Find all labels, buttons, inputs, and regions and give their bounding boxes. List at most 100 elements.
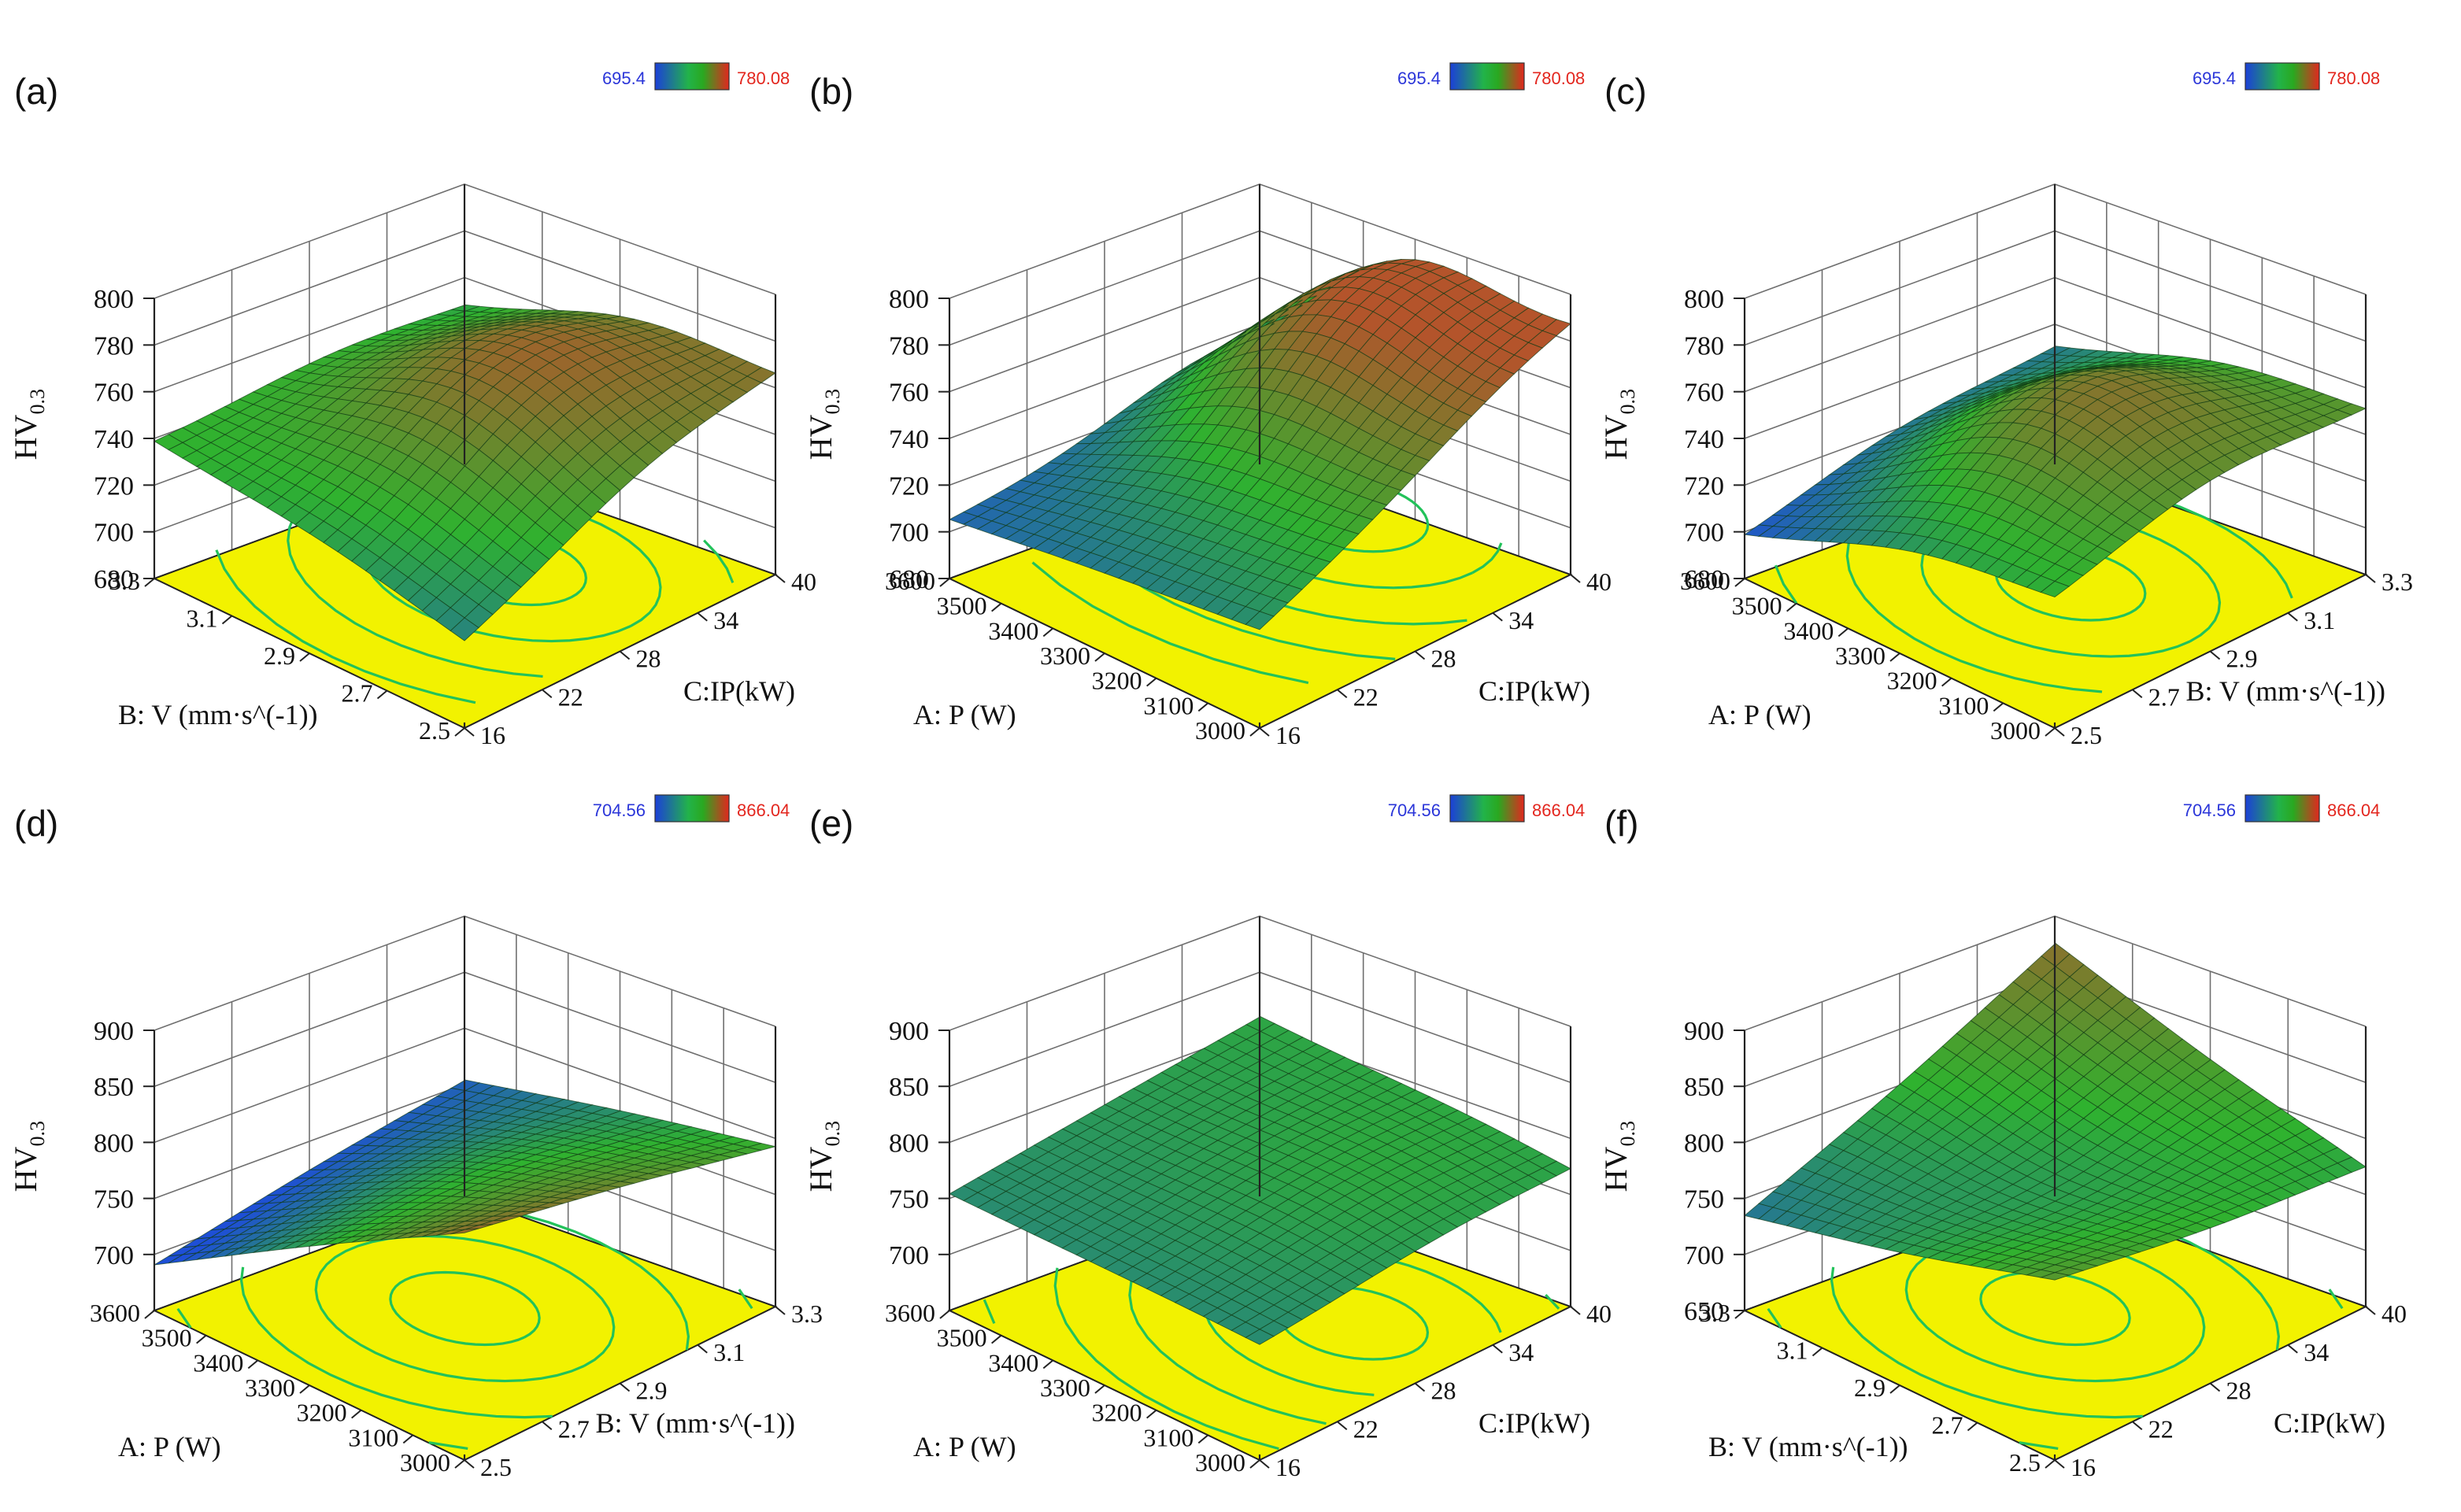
z-tick-label: 900 <box>94 1017 134 1046</box>
legend-min-label: 695.4 <box>602 68 646 88</box>
right-axis-tick-label: 22 <box>558 682 583 711</box>
z-axis-label-sub: 0.3 <box>821 389 844 415</box>
left-axis-tick-label: 3000 <box>1195 716 1245 745</box>
panel-label: (a) <box>14 71 58 112</box>
left-axis-title: B: V (mm·s^(-1)) <box>1708 1431 1908 1462</box>
left-axis-tick <box>1042 1359 1053 1370</box>
z-tick-label: 800 <box>889 285 929 314</box>
left-axis-tick <box>1734 1310 1745 1319</box>
z-tick-label: 680 <box>889 565 929 594</box>
right-axis-tick <box>2287 1344 2298 1354</box>
left-axis-tick-label: 3.1 <box>187 604 218 633</box>
color-legend: 695.4 780.08 <box>2193 62 2380 91</box>
right-axis-tick-label: 2.5 <box>480 1453 512 1481</box>
right-axis-tick <box>2365 1306 2376 1315</box>
right-axis-title: C:IP(kW) <box>2274 1407 2385 1439</box>
left-axis-tick <box>221 615 233 625</box>
panel-f: (f) 704.56 866.04 650 700 750 800 850 900 HV0.3 2.… <box>1598 794 2407 1481</box>
surface-cell <box>1743 524 1775 537</box>
right-axis-tick <box>2209 650 2221 660</box>
left-axis-tick <box>1249 727 1260 737</box>
right-axis-tick <box>1259 1459 1270 1469</box>
contour-line <box>1774 564 1798 604</box>
left-axis-tick <box>1941 677 1952 687</box>
right-axis-tick-label: 2.9 <box>636 1377 668 1405</box>
left-axis-tick <box>454 727 465 737</box>
color-legend: 704.56 866.04 <box>593 794 790 823</box>
contour-line <box>215 549 476 704</box>
right-axis-title: C:IP(kW) <box>683 675 795 707</box>
left-axis-tick <box>196 1334 207 1344</box>
legend-min-label: 704.56 <box>1388 800 1441 820</box>
contour-line <box>1979 1270 2131 1347</box>
panel-e: (e) 704.56 866.04700750800850900HV0.330003… <box>803 794 1612 1481</box>
left-axis-tick-label: 3600 <box>885 567 935 595</box>
contour-line <box>239 1266 553 1419</box>
left-axis-tick-label: 3300 <box>245 1373 295 1402</box>
z-tick-label: 700 <box>889 519 929 548</box>
z-tick-label: 760 <box>94 379 134 408</box>
z-tick-label: 900 <box>889 1017 929 1046</box>
contour-line <box>983 1299 996 1324</box>
z-tick-label: 750 <box>1684 1185 1724 1214</box>
right-axis-tick-label: 16 <box>2071 1453 2096 1481</box>
legend-max-label: 780.08 <box>2327 68 2380 88</box>
left-axis-title: A: P (W) <box>1708 699 1812 730</box>
left-axis-tick <box>454 1459 465 1469</box>
left-axis-tick-label: 3400 <box>193 1348 243 1377</box>
right-axis-tick-label: 28 <box>1431 645 1456 673</box>
left-axis-tick-label: 3.3 <box>109 567 140 595</box>
z-tick-label: 720 <box>889 471 929 501</box>
left-axis-tick <box>1967 1421 1978 1432</box>
left-axis-tick <box>376 689 388 700</box>
z-axis-label-main: HV <box>803 1146 838 1192</box>
contour-line <box>428 1441 468 1451</box>
right-axis-title: B: V (mm·s^(-1)) <box>595 1407 795 1439</box>
left-axis-tick-label: 3500 <box>142 1324 192 1352</box>
surface-cell <box>948 512 979 525</box>
right-axis-tick-label: 40 <box>2381 1299 2407 1328</box>
right-axis-tick-label: 28 <box>636 645 661 673</box>
right-axis-tick-label: 16 <box>1275 721 1301 749</box>
left-axis-tick-label: 3400 <box>988 616 1038 645</box>
right-axis-tick <box>1570 574 1581 583</box>
legend-gradient-bar <box>654 62 730 91</box>
legend-min-label: 704.56 <box>593 800 646 820</box>
z-tick-label: 800 <box>1684 285 1724 314</box>
left-axis-tick <box>1889 1384 1900 1394</box>
left-axis-tick-label: 2.7 <box>1932 1411 1963 1440</box>
z-axis-label: HV0.3 <box>803 389 844 460</box>
right-axis-tick <box>1570 1306 1581 1315</box>
left-axis-tick <box>1837 627 1849 638</box>
response-surface <box>949 1015 1571 1345</box>
right-axis-tick <box>1414 1382 1426 1392</box>
right-axis-tick <box>2365 574 2376 583</box>
legend-gradient-bar <box>1449 62 1525 91</box>
right-axis-tick-label: 28 <box>1431 1377 1456 1405</box>
z-axis-label: HV0.3 <box>1598 389 1639 460</box>
left-axis-tick <box>1094 652 1105 662</box>
z-tick-label: 700 <box>889 1241 929 1270</box>
response-surface <box>154 1079 776 1266</box>
contour-line <box>314 1234 616 1383</box>
surface-cell <box>154 434 183 450</box>
left-axis-title: B: V (mm·s^(-1)) <box>118 699 318 730</box>
left-axis-tick-label: 3300 <box>1040 1373 1090 1402</box>
z-tick-label: 740 <box>1684 425 1724 454</box>
right-axis-tick <box>1337 689 1348 699</box>
right-axis-tick-label: 2.7 <box>2148 682 2180 711</box>
response-surface <box>1744 942 2367 1281</box>
contour-line <box>1830 1266 2143 1419</box>
left-axis-tick <box>299 652 310 662</box>
legend-gradient-bar <box>2245 62 2320 91</box>
z-axis-label-main: HV <box>1598 1146 1634 1192</box>
left-axis-tick-label: 3300 <box>1040 641 1090 670</box>
panel-label: (d) <box>14 803 58 844</box>
left-axis-tick-label: 3200 <box>1092 667 1142 695</box>
surface-cell <box>154 1254 183 1266</box>
left-axis-tick <box>299 1384 310 1394</box>
right-axis-tick-label: 3.3 <box>2381 567 2413 596</box>
left-axis-tick-label: 3300 <box>1835 641 1886 670</box>
left-axis-tick-label: 3500 <box>937 1324 987 1352</box>
right-axis-tick <box>619 1382 631 1392</box>
